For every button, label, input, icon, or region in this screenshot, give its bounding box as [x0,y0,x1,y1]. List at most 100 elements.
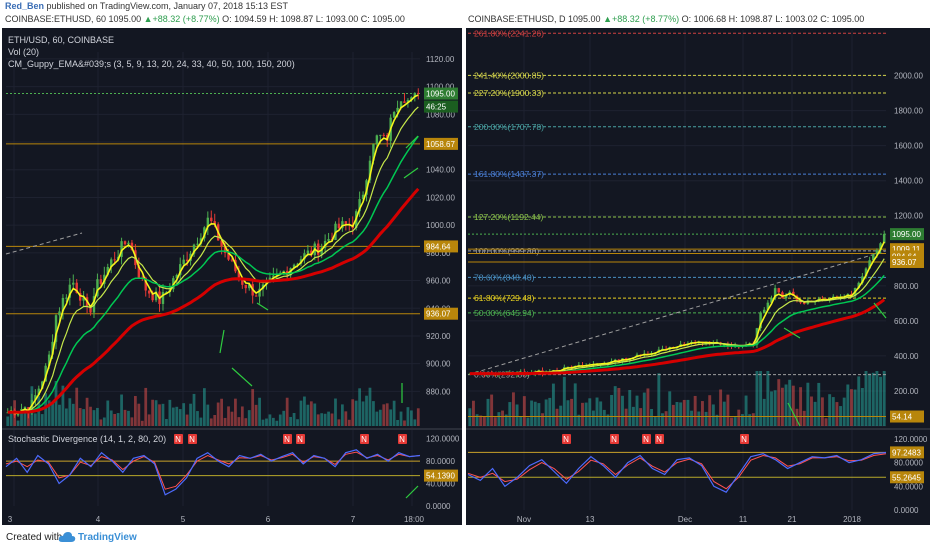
price-axis-label: 1100.00 [426,83,455,92]
volume-bar [206,404,210,426]
candle-body [175,274,178,279]
volume-bar [237,417,241,426]
volume-bar [541,413,544,426]
volume-bar [144,387,148,426]
right-low: L: 1003.02 [775,14,818,24]
divergence-marker-label: N [297,435,303,444]
volume-bar [44,393,48,426]
price-axis-label: 1040.00 [426,166,455,175]
ema-line [7,106,419,414]
candle-body [99,279,103,284]
time-axis-label: 7 [351,515,356,524]
volume-bar [399,411,403,426]
ema-line [469,298,886,376]
level-tag: 54.14 [892,413,913,422]
left-symbol: COINBASE:ETHUSD, 60 [5,14,107,24]
tradingview-brand-link[interactable]: TradingView [78,532,137,543]
trend-line [5,232,83,255]
left-open: O: 1094.59 [222,14,267,24]
volume-bar [296,419,299,426]
candle-body [382,134,385,136]
right-change: +88.32 (+8.77%) [612,14,680,24]
volume-bar [566,400,570,426]
candle-body [882,234,886,244]
candle-body [210,217,213,222]
volume-bar [497,412,501,426]
volume-bar [330,413,334,426]
volume-bar [548,397,552,426]
candle-body [230,259,234,261]
volume-bar [639,408,643,426]
volume-bar [533,401,537,426]
volume-bar [719,389,723,426]
candle-body [227,252,230,260]
volume-bar [853,389,857,426]
author-link[interactable]: Red_Ben [5,1,45,11]
divergence-marker [740,434,749,444]
volume-bar [382,404,386,426]
osc-level-tag: 54.1390 [426,472,455,481]
left-annotation-arrows [219,135,419,499]
divergence-marker [188,434,197,444]
volume-bar [147,414,151,426]
volume-bar [137,403,141,426]
volume-bar [199,417,203,426]
volume-bar [406,407,410,426]
right-chart-pane[interactable]: 261.80%(2241.26) 241.40%(2000.85) 227.20%(… [466,28,930,525]
volume-bar [182,403,186,426]
volume-bar [588,398,592,426]
divergence-marker [360,434,369,444]
candle-body [781,292,784,299]
volume-bar [479,415,483,426]
right-open: O: 1006.68 [681,14,727,24]
divergence-marker [174,434,183,444]
volume-bar [178,409,182,426]
volume-bar [140,420,144,426]
volume-bar [75,387,79,426]
divergence-marker-label: N [643,435,649,444]
volume-bar [871,372,875,426]
candle-body [161,292,165,304]
last-price-tag: 1095.00 [426,90,455,99]
candle-body [379,134,382,136]
last-price-tag: 1095.00 [892,230,921,239]
time-axis-label: 5 [181,515,186,524]
volume-bar [508,402,512,426]
price-axis-label: 1120.00 [426,55,455,64]
osc-axis-label: 120.0000 [426,435,460,444]
fib-level-label: 161.80%(1437.37) [474,169,544,179]
candle-body [358,199,361,212]
candle-body [37,388,40,396]
fib-level-label: 61.80%(729.48) [474,293,535,303]
divergence-marker-label: N [399,435,405,444]
candle-body [196,243,199,245]
volume-bar [127,410,130,426]
divergence-marker [283,434,292,444]
volume-bar [133,396,137,426]
volume-bar [23,412,27,426]
candle-body [106,266,109,275]
candle-body [344,221,348,224]
volume-bar [185,414,189,426]
divergence-marker-label: N [284,435,290,444]
volume-bar [265,418,268,426]
candle-body [96,279,99,297]
volume-bar [882,371,886,426]
right-chart-svg[interactable]: 261.80%(2241.26) 241.40%(2000.85) 227.20%(… [466,28,930,525]
level-tag: 1009.11 [892,245,921,254]
volume-bar [515,404,519,426]
price-axis-label: 200.00 [894,387,919,396]
volume-bar [392,400,396,426]
candle-body [154,291,158,301]
volume-bar [835,402,839,426]
volume-bar [570,398,574,426]
right-info-line: COINBASE:ETHUSD, D 1095.00 ▲+88.32 (+8.7… [468,14,864,24]
volume-bar [621,395,624,426]
annotation-arrow [256,302,269,311]
left-high: H: 1098.87 [269,14,314,24]
candle-body [722,344,726,346]
candle-body [147,290,151,294]
candle-body [82,297,85,301]
